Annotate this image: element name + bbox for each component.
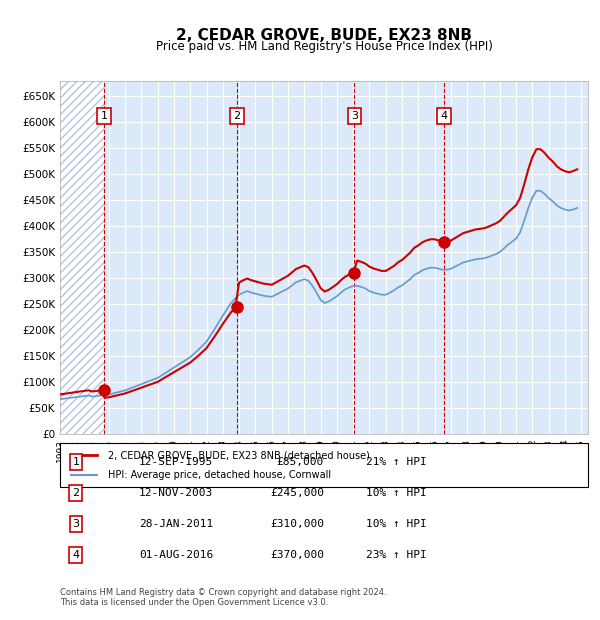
- Text: 21% ↑ HPI: 21% ↑ HPI: [366, 457, 427, 467]
- Text: Price paid vs. HM Land Registry's House Price Index (HPI): Price paid vs. HM Land Registry's House …: [155, 40, 493, 53]
- Bar: [60, 81, 104, 434]
- Text: 12-SEP-1995: 12-SEP-1995: [139, 457, 214, 467]
- FancyBboxPatch shape: [60, 443, 588, 487]
- Text: 10% ↑ HPI: 10% ↑ HPI: [366, 519, 427, 529]
- Text: HPI: Average price, detached house, Cornwall: HPI: Average price, detached house, Corn…: [107, 469, 331, 479]
- Text: £245,000: £245,000: [270, 488, 324, 498]
- Text: 10% ↑ HPI: 10% ↑ HPI: [366, 488, 427, 498]
- Text: 2: 2: [233, 111, 241, 121]
- Text: 01-AUG-2016: 01-AUG-2016: [139, 550, 214, 560]
- Text: 2, CEDAR GROVE, BUDE, EX23 8NB (detached house): 2, CEDAR GROVE, BUDE, EX23 8NB (detached…: [107, 451, 370, 461]
- Text: 2: 2: [72, 488, 79, 498]
- Text: 12-NOV-2003: 12-NOV-2003: [139, 488, 214, 498]
- Text: 4: 4: [72, 550, 79, 560]
- Text: 1: 1: [100, 111, 107, 121]
- Text: 2, CEDAR GROVE, BUDE, EX23 8NB: 2, CEDAR GROVE, BUDE, EX23 8NB: [176, 28, 472, 43]
- Text: 3: 3: [73, 519, 79, 529]
- Text: £310,000: £310,000: [270, 519, 324, 529]
- Text: £370,000: £370,000: [270, 550, 324, 560]
- Text: 23% ↑ HPI: 23% ↑ HPI: [366, 550, 427, 560]
- Bar: [60, 81, 104, 434]
- Text: 28-JAN-2011: 28-JAN-2011: [139, 519, 214, 529]
- Text: 3: 3: [351, 111, 358, 121]
- Text: 4: 4: [440, 111, 448, 121]
- Text: Contains HM Land Registry data © Crown copyright and database right 2024.
This d: Contains HM Land Registry data © Crown c…: [60, 588, 386, 607]
- Text: 1: 1: [73, 457, 79, 467]
- Text: £85,000: £85,000: [277, 457, 324, 467]
